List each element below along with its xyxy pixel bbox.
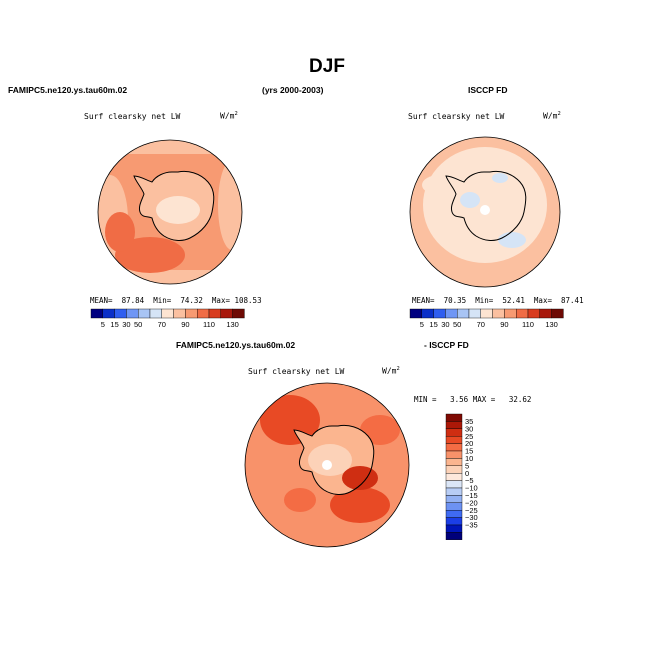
panel2-title: Surf clearsky net LW	[408, 112, 505, 121]
colorbar-tick-label: 5	[101, 320, 105, 329]
colorbar-swatch	[445, 473, 463, 481]
colorbar-tick-label: 35	[465, 417, 473, 426]
colorbar-swatch	[445, 480, 463, 489]
colorbar-tick-label: 20	[465, 439, 473, 448]
colorbar-tick-label: −30	[465, 513, 478, 522]
panel3-stats: MIN = 3.56 MAX = 32.62	[414, 395, 532, 404]
colorbar-swatch	[208, 308, 222, 319]
colorbar-swatch	[516, 308, 529, 319]
colorbar-swatch	[445, 413, 463, 422]
panel3-units: W/m2	[382, 366, 400, 376]
colorbar-swatch	[445, 436, 463, 444]
colorbar-tick-label: 90	[181, 320, 189, 329]
colorbar-swatch	[137, 308, 151, 319]
colorbar-swatch	[551, 308, 564, 319]
colorbar-swatch	[421, 308, 434, 319]
colorbar-swatch	[409, 308, 423, 319]
colorbar-swatch	[445, 421, 463, 429]
colorbar-tick-label: −20	[465, 498, 478, 507]
colorbar-swatch	[445, 443, 463, 452]
colorbar-tick-label: 5	[420, 320, 424, 329]
colorbar-swatch	[220, 308, 233, 319]
panel1-units: W/m2	[220, 111, 238, 121]
colorbar-tick-label: 25	[465, 432, 473, 441]
diff-right-label: - ISCCP FD	[424, 340, 469, 350]
colorbar-swatch	[149, 308, 163, 319]
panel3-title: Surf clearsky net LW	[248, 367, 345, 376]
colorbar-swatch	[445, 458, 463, 466]
colorbar-swatch	[457, 308, 470, 319]
colorbar-swatch	[90, 308, 104, 319]
colorbar-swatch	[185, 308, 198, 319]
page-title: DJF	[309, 56, 345, 77]
panel2-units: W/m2	[543, 111, 561, 121]
colorbar-swatch	[468, 308, 482, 319]
panel1-stats: MEAN= 87.84 Min= 74.32 Max= 108.53	[90, 296, 262, 305]
panel2-stats: MEAN= 70.35 Min= 52.41 Max= 87.41	[412, 296, 584, 305]
colorbar-tick-label: 5	[465, 461, 469, 470]
colorbar-swatch	[527, 308, 541, 319]
panel1-map	[97, 139, 243, 285]
colorbar-tick-label: −35	[465, 521, 478, 530]
panel2-map	[409, 136, 561, 288]
colorbar-tick-label: −15	[465, 491, 478, 500]
colorbar-tick-label: 15	[429, 320, 437, 329]
panel3-map	[244, 382, 410, 548]
colorbar-swatch	[492, 308, 505, 319]
diff-left-label: FAMIPC5.ne120.ys.tau60m.02	[176, 340, 296, 350]
colorbar-tick-label: −5	[465, 476, 474, 485]
colorbar-swatch	[196, 308, 210, 319]
colorbar-swatch	[173, 308, 186, 319]
colorbar-swatch	[102, 308, 115, 319]
colorbar-swatch	[445, 502, 463, 511]
panel1-title: Surf clearsky net LW	[84, 112, 181, 121]
colorbar-tick-label: 15	[110, 320, 118, 329]
colorbar-tick-label: −25	[465, 506, 478, 515]
colorbar-tick-label: 0	[465, 469, 469, 478]
colorbar-tick-label: 70	[477, 320, 485, 329]
colorbar-swatch	[504, 308, 517, 319]
colorbar-tick-label: 30	[465, 424, 473, 433]
colorbar-tick-label: 30	[122, 320, 130, 329]
right-case-label: ISCCP FD	[468, 85, 508, 95]
colorbar-swatch	[161, 308, 174, 319]
colorbar-tick-label: 50	[453, 320, 461, 329]
panel2-colorbar: 5 15 30 50 70 90 110 130	[409, 308, 564, 329]
colorbar-swatch	[445, 487, 463, 496]
colorbar-swatch	[126, 308, 139, 319]
colorbar-swatch	[445, 510, 463, 518]
colorbar-swatch	[445, 532, 463, 541]
colorbar-tick-label: 10	[465, 454, 473, 463]
colorbar-swatch	[445, 428, 463, 437]
colorbar-swatch	[445, 465, 463, 474]
colorbar-tick-label: 50	[134, 320, 142, 329]
colorbar-swatch	[232, 308, 245, 319]
colorbar-tick-label: 15	[465, 447, 473, 456]
colorbar-swatch	[480, 308, 493, 319]
colorbar-tick-label: −10	[465, 484, 478, 493]
colorbar-tick-label: 130	[226, 320, 239, 329]
colorbar-swatch	[445, 517, 463, 526]
left-case-label: FAMIPC5.ne120.ys.tau60m.02	[8, 85, 128, 95]
colorbar-tick-label: 110	[203, 320, 215, 329]
colorbar-swatch	[114, 308, 127, 319]
colorbar-tick-label: 130	[545, 320, 558, 329]
colorbar-tick-label: 110	[522, 320, 534, 329]
colorbar-tick-label: 70	[158, 320, 166, 329]
colorbar-swatch	[539, 308, 552, 319]
colorbar-swatch	[445, 450, 463, 459]
years-label: (yrs 2000-2003)	[262, 85, 324, 95]
panel1-colorbar: 5 15 30 50 70 90 110 130	[90, 308, 245, 329]
colorbar-swatch	[445, 524, 463, 533]
colorbar-tick-label: 90	[500, 320, 508, 329]
colorbar-tick-label: 30	[441, 320, 449, 329]
colorbar-swatch	[445, 308, 458, 319]
colorbar-swatch	[445, 495, 463, 503]
colorbar-swatch	[433, 308, 446, 319]
